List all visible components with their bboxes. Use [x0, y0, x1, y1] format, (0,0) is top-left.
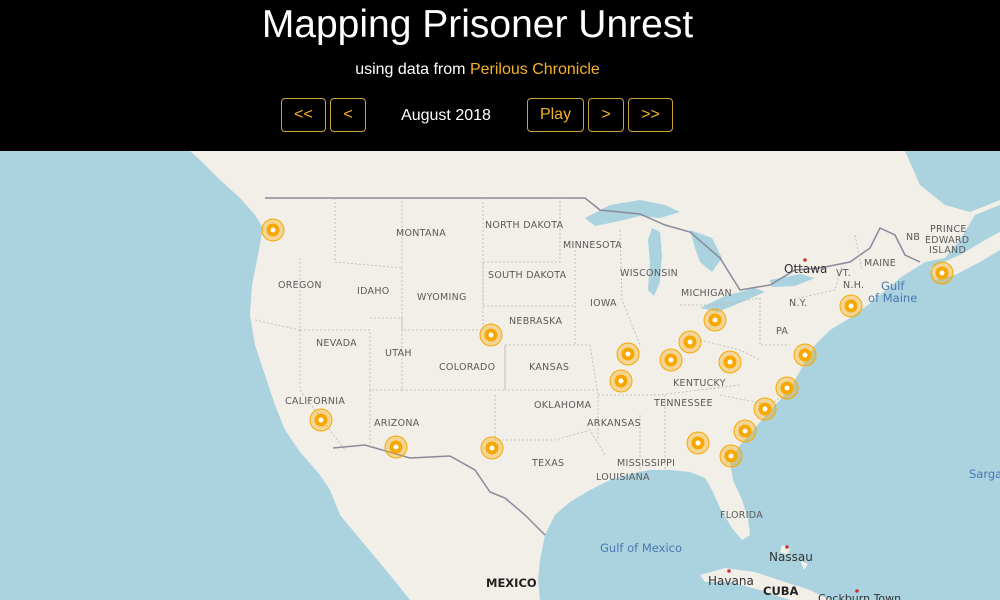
city-dot — [803, 258, 807, 262]
land-north-america — [0, 151, 1000, 600]
play-button[interactable]: Play — [527, 98, 584, 132]
incident-marker[interactable] — [733, 419, 757, 443]
state-label: NB — [906, 232, 920, 243]
land-nova-scotia — [930, 232, 1000, 280]
state-label: ARKANSAS — [587, 418, 641, 429]
state-borders — [254, 198, 863, 475]
water-label: Gulf — [881, 279, 905, 293]
incident-marker[interactable] — [678, 330, 702, 354]
us-canada-border — [265, 197, 921, 291]
state-label: IOWA — [590, 298, 617, 309]
incident-marker[interactable] — [659, 348, 683, 372]
incident-marker[interactable] — [703, 308, 727, 332]
city-label: Nassau — [769, 550, 813, 564]
lake-ontario — [770, 274, 815, 287]
state-label: MAINE — [864, 258, 896, 269]
current-date: August 2018 — [401, 107, 491, 124]
water-label: of Maine — [868, 291, 917, 305]
state-label: UTAH — [385, 348, 412, 359]
incident-marker[interactable] — [261, 218, 285, 242]
state-label: NORTH DAKOTA — [485, 220, 564, 231]
country-label: CUBA — [763, 584, 799, 598]
incident-marker[interactable] — [753, 397, 777, 421]
incident-marker[interactable] — [609, 369, 633, 393]
state-label: NEVADA — [316, 338, 357, 349]
subtitle-prefix: using data from — [355, 61, 466, 78]
state-label: IDAHO — [357, 286, 390, 297]
state-label: VT. — [836, 268, 851, 279]
us-mexico-border — [332, 444, 546, 536]
map-view[interactable]: MONTANA NORTH DAKOTA MINNESOTA SOUTH DAK… — [0, 151, 1000, 600]
state-label: N.Y. — [789, 298, 807, 309]
state-label: WYOMING — [417, 292, 467, 303]
state-label: N.H. — [843, 280, 864, 291]
incident-marker[interactable] — [793, 343, 817, 367]
incident-marker[interactable] — [309, 408, 333, 432]
data-source-link[interactable]: Perilous Chronicle — [469, 61, 600, 78]
incident-marker[interactable] — [719, 444, 743, 468]
lake-huron — [690, 230, 722, 272]
water-label: Sarga — [969, 467, 1000, 481]
state-label: FLORIDA — [720, 510, 763, 521]
land-baja — [330, 455, 402, 578]
incident-markers — [261, 218, 954, 468]
city-label: Ottawa — [784, 262, 827, 276]
state-label: OKLAHOMA — [534, 400, 592, 411]
lake-michigan — [648, 228, 662, 296]
state-label: MONTANA — [396, 228, 446, 239]
incident-marker[interactable] — [839, 294, 863, 318]
pei-label: EDWARD — [925, 235, 969, 246]
gulf-st-lawrence — [905, 151, 1000, 212]
pei-label: PRINCE — [930, 224, 967, 235]
state-label: WISCONSIN — [620, 268, 678, 279]
state-label: MISSISSIPPI — [617, 458, 675, 469]
state-label: SOUTH DAKOTA — [488, 270, 567, 281]
lake-erie — [700, 288, 765, 312]
state-label: COLORADO — [439, 362, 495, 373]
city-dot — [785, 545, 789, 549]
state-label: TENNESSEE — [653, 398, 713, 409]
city-dot — [727, 569, 731, 573]
incident-marker[interactable] — [718, 350, 742, 374]
incident-marker[interactable] — [384, 435, 408, 459]
state-label: KENTUCKY — [673, 378, 726, 389]
state-label: KANSAS — [529, 362, 569, 373]
state-label: PA — [776, 326, 788, 337]
incident-marker[interactable] — [616, 342, 640, 366]
state-label: TEXAS — [531, 458, 564, 469]
subtitle: using data from Perilous Chronicle — [0, 61, 955, 79]
incident-marker[interactable] — [480, 436, 504, 460]
pei-label: ISLAND — [929, 245, 966, 256]
state-label: MICHIGAN — [681, 288, 732, 299]
city-label: Havana — [708, 574, 754, 588]
state-labels: MONTANA NORTH DAKOTA MINNESOTA SOUTH DAK… — [278, 220, 969, 521]
last-month-button[interactable]: >> — [628, 98, 673, 132]
state-label: NEBRASKA — [509, 316, 563, 327]
water-label: Gulf of Mexico — [600, 541, 682, 555]
incident-marker[interactable] — [775, 376, 799, 400]
incident-marker[interactable] — [686, 431, 710, 455]
header-bar: Mapping Prisoner Unrest using data from … — [0, 0, 1000, 151]
first-month-button[interactable]: << — [281, 98, 326, 132]
country-label: MEXICO — [486, 576, 537, 590]
next-month-button[interactable]: > — [588, 98, 624, 132]
page-title: Mapping Prisoner Unrest — [261, 3, 694, 46]
city-dot — [855, 589, 859, 593]
state-label: OREGON — [278, 280, 322, 291]
state-label: ARIZONA — [374, 418, 420, 429]
city-label: Cockburn Town — [818, 592, 901, 600]
state-label: MINNESOTA — [563, 240, 622, 251]
incident-marker[interactable] — [479, 323, 503, 347]
state-label: LOUISIANA — [596, 472, 650, 483]
incident-marker[interactable] — [930, 261, 954, 285]
previous-month-button[interactable]: < — [330, 98, 366, 132]
state-label: CALIFORNIA — [285, 396, 345, 407]
map-canvas: MONTANA NORTH DAKOTA MINNESOTA SOUTH DAK… — [0, 151, 1000, 600]
land-cuba — [700, 568, 830, 600]
land-bahamas — [780, 545, 808, 570]
